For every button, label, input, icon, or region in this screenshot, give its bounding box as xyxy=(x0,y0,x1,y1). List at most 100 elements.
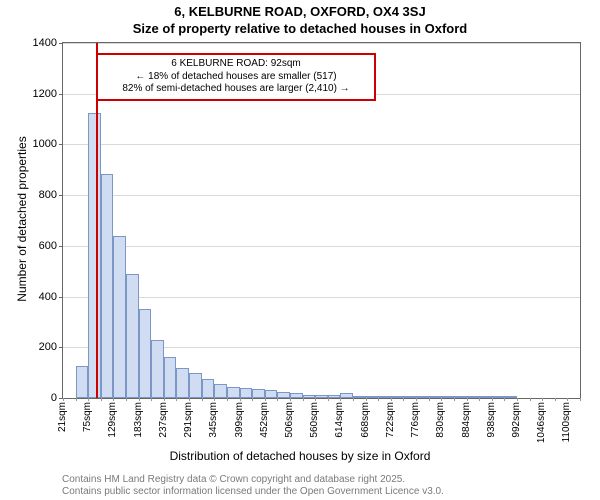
x-tick-mark xyxy=(542,398,543,401)
x-tick-label: 506sqm xyxy=(284,402,295,438)
chart-container: { "titles": { "line1": "6, KELBURNE ROAD… xyxy=(0,0,600,500)
histogram-bar xyxy=(353,396,366,398)
x-tick-mark xyxy=(227,398,228,401)
x-tick-label: 722sqm xyxy=(385,402,396,438)
y-tick-mark xyxy=(59,347,63,348)
y-tick-label: 1000 xyxy=(33,138,57,150)
gridline xyxy=(63,297,580,298)
x-tick-label: 399sqm xyxy=(234,402,245,438)
x-tick-mark xyxy=(353,398,354,401)
x-tick-mark xyxy=(277,398,278,401)
histogram-bar xyxy=(101,174,114,398)
x-tick-mark xyxy=(479,398,480,401)
x-tick-label: 938sqm xyxy=(486,402,497,438)
histogram-bar xyxy=(151,340,164,398)
x-tick-label: 1046sqm xyxy=(536,402,547,443)
x-tick-mark xyxy=(113,398,114,401)
histogram-bar xyxy=(189,373,202,398)
x-tick-mark xyxy=(151,398,152,401)
x-tick-mark xyxy=(530,398,531,401)
histogram-bar xyxy=(340,393,353,398)
x-tick-label: 884sqm xyxy=(461,402,472,438)
histogram-bar xyxy=(113,236,126,398)
y-axis-title: Number of detached properties xyxy=(15,109,29,329)
x-tick-label: 183sqm xyxy=(133,402,144,438)
x-tick-mark xyxy=(101,398,102,401)
x-tick-mark xyxy=(76,398,77,401)
footer-attribution: Contains HM Land Registry data © Crown c… xyxy=(62,474,444,498)
y-tick-mark xyxy=(59,43,63,44)
histogram-bar xyxy=(290,393,303,398)
x-tick-mark xyxy=(340,398,341,401)
histogram-bar xyxy=(202,379,215,398)
x-tick-mark xyxy=(504,398,505,401)
histogram-bar xyxy=(164,357,177,398)
annotation-box: 6 KELBURNE ROAD: 92sqm← 18% of detached … xyxy=(96,53,376,101)
gridline xyxy=(63,43,580,44)
gridline xyxy=(63,144,580,145)
gridline xyxy=(63,246,580,247)
x-tick-label: 668sqm xyxy=(360,402,371,438)
x-tick-mark xyxy=(202,398,203,401)
annotation-line1: 6 KELBURNE ROAD: 92sqm xyxy=(104,58,368,71)
x-tick-mark xyxy=(88,398,89,401)
x-axis-title: Distribution of detached houses by size … xyxy=(0,449,600,463)
plot-area: 020040060080010001200140021sqm75sqm129sq… xyxy=(62,42,581,399)
x-tick-mark xyxy=(63,398,64,401)
histogram-bar xyxy=(76,366,89,398)
x-tick-mark xyxy=(366,398,367,401)
footer-line1: Contains HM Land Registry data © Crown c… xyxy=(62,474,444,486)
annotation-line2: ← 18% of detached houses are smaller (51… xyxy=(104,71,368,84)
y-tick-label: 600 xyxy=(39,240,57,252)
gridline xyxy=(63,195,580,196)
x-tick-label: 560sqm xyxy=(309,402,320,438)
x-tick-mark xyxy=(240,398,241,401)
x-tick-mark xyxy=(416,398,417,401)
x-tick-mark xyxy=(580,398,581,401)
x-tick-mark xyxy=(517,398,518,401)
y-tick-mark xyxy=(59,144,63,145)
x-tick-mark xyxy=(403,398,404,401)
y-tick-mark xyxy=(59,297,63,298)
x-tick-label: 291sqm xyxy=(183,402,194,438)
y-tick-label: 1400 xyxy=(33,37,57,49)
x-tick-mark xyxy=(378,398,379,401)
x-tick-label: 776sqm xyxy=(410,402,421,438)
x-tick-mark xyxy=(555,398,556,401)
histogram-bar xyxy=(315,395,328,398)
x-tick-mark xyxy=(567,398,568,401)
x-tick-label: 830sqm xyxy=(435,402,446,438)
histogram-bar xyxy=(303,395,316,398)
histogram-bar xyxy=(126,274,139,398)
histogram-bar xyxy=(467,396,480,398)
histogram-bar xyxy=(252,389,265,398)
chart-title-address: 6, KELBURNE ROAD, OXFORD, OX4 3SJ xyxy=(0,4,600,19)
y-tick-label: 1200 xyxy=(33,88,57,100)
x-tick-label: 614sqm xyxy=(334,402,345,438)
histogram-bar xyxy=(328,395,341,398)
histogram-bar xyxy=(479,396,492,398)
x-tick-label: 1100sqm xyxy=(561,402,572,442)
histogram-bar xyxy=(214,384,227,398)
histogram-bar xyxy=(454,396,467,398)
footer-line2: Contains public sector information licen… xyxy=(62,486,444,498)
histogram-bar xyxy=(240,388,253,398)
histogram-bar xyxy=(403,396,416,398)
histogram-bar xyxy=(176,368,189,398)
y-tick-mark xyxy=(59,246,63,247)
histogram-bar xyxy=(429,396,442,398)
histogram-bar xyxy=(504,396,517,398)
chart-title-subtitle: Size of property relative to detached ho… xyxy=(0,21,600,36)
x-tick-label: 237sqm xyxy=(158,402,169,438)
x-tick-mark xyxy=(315,398,316,401)
x-tick-label: 129sqm xyxy=(107,402,118,438)
x-tick-mark xyxy=(328,398,329,401)
histogram-bar xyxy=(492,396,505,398)
x-tick-mark xyxy=(467,398,468,401)
histogram-bar xyxy=(441,396,454,398)
histogram-bar xyxy=(227,387,240,398)
y-tick-mark xyxy=(59,195,63,196)
x-tick-mark xyxy=(290,398,291,401)
x-tick-mark xyxy=(164,398,165,401)
histogram-bar xyxy=(416,396,429,398)
